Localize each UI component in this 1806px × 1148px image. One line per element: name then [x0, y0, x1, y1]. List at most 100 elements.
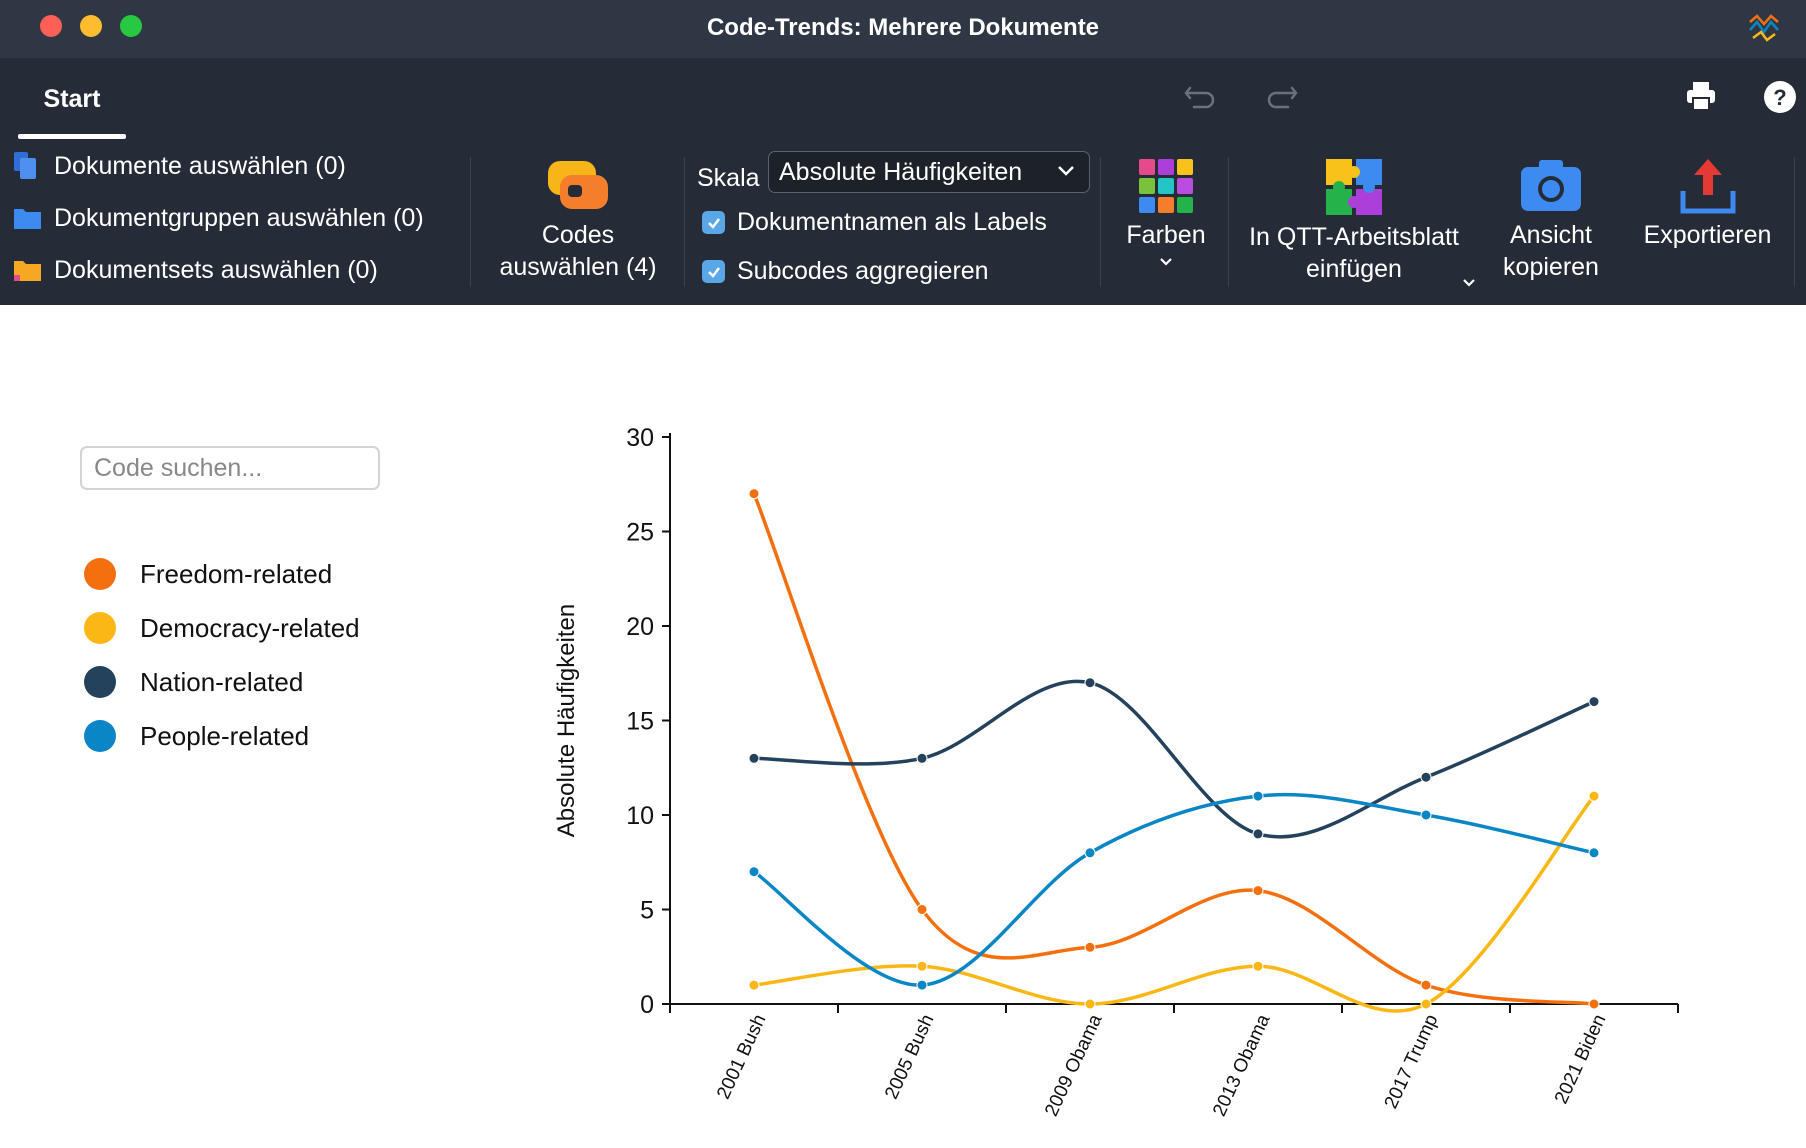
export-upload-icon — [1680, 159, 1735, 214]
svg-text:?: ? — [1773, 85, 1786, 110]
data-point — [748, 979, 760, 991]
tab-start[interactable]: Start — [18, 58, 126, 139]
app-logo-icon — [1749, 14, 1779, 42]
data-point — [1420, 771, 1432, 783]
data-point — [1252, 885, 1264, 897]
separator — [1228, 157, 1229, 287]
documents-icon — [14, 152, 36, 179]
tab-bar: Start ? — [0, 58, 1806, 140]
color-palette-icon — [1139, 159, 1193, 213]
code-search-input[interactable] — [80, 446, 380, 490]
x-tick-label: 2005 Bush — [881, 1011, 938, 1102]
y-tick-label: 20 — [626, 613, 654, 641]
data-point — [1588, 847, 1600, 859]
data-point — [1420, 998, 1432, 1010]
redo-icon[interactable] — [1264, 80, 1298, 110]
aggregate-subcodes-checkbox[interactable]: Subcodes aggregieren — [702, 257, 989, 286]
select-document-sets-button[interactable]: Dokumentsets auswählen (0) — [12, 255, 378, 285]
legend-label: Freedom-related — [140, 558, 333, 589]
data-point — [1084, 998, 1096, 1010]
legend-label: Democracy-related — [140, 612, 360, 643]
main-content: Freedom-related Democracy-related Nation… — [0, 305, 1806, 1148]
document-names-as-labels-checkbox[interactable]: Dokumentnamen als Labels — [702, 208, 1047, 237]
select-codes-label-2: auswählen (4) — [499, 253, 657, 281]
y-tick-label: 0 — [640, 991, 654, 1019]
series-line-people-related — [753, 792, 1595, 987]
data-point — [1420, 979, 1432, 991]
document-set-folder-icon — [14, 261, 41, 281]
insert-qtt-worksheet-button[interactable]: In QTT-Arbeitsblatt einfügen — [1236, 157, 1472, 285]
select-document-groups-button[interactable]: Dokumentgruppen auswählen (0) — [12, 203, 424, 233]
copy-view-label-2: kopieren — [1503, 253, 1599, 281]
copy-view-button[interactable]: Ansicht kopieren — [1486, 157, 1616, 283]
aggregate-subcodes-label: Subcodes aggregieren — [737, 257, 989, 285]
y-tick-label: 15 — [626, 708, 654, 736]
folder-icon — [14, 209, 41, 229]
select-documents-button[interactable]: Dokumente auswählen (0) — [12, 151, 346, 181]
title-bar: Code-Trends: Mehrere Dokumente — [0, 0, 1806, 58]
y-tick-label: 30 — [626, 424, 654, 452]
ribbon-toolbar: Dokumente auswählen (0) Dokumentgruppen … — [0, 139, 1806, 305]
separator — [1794, 157, 1795, 287]
scale-label: Skala — [697, 164, 760, 192]
series-line-nation-related — [753, 679, 1595, 839]
copy-view-label-1: Ansicht — [1510, 221, 1592, 249]
select-codes-button[interactable]: Codes auswählen (4) — [486, 157, 670, 283]
x-tick-label: 2017 Trump — [1381, 1011, 1443, 1112]
data-point — [1084, 677, 1096, 689]
legend-item-democracy[interactable]: Democracy-related — [84, 612, 360, 644]
minimize-window-button[interactable] — [80, 15, 102, 37]
document-names-as-labels-label: Dokumentnamen als Labels — [737, 208, 1047, 236]
data-point — [1084, 941, 1096, 953]
select-codes-label-1: Codes — [541, 221, 615, 249]
y-tick-label: 5 — [640, 897, 654, 925]
data-point — [1420, 809, 1432, 821]
select-documents-label: Dokumente auswählen (0) — [54, 151, 346, 180]
data-point — [748, 866, 760, 878]
close-window-button[interactable] — [40, 15, 62, 37]
puzzle-icon — [1326, 159, 1382, 215]
maximize-window-button[interactable] — [120, 15, 142, 37]
series-line-democracy-related — [753, 795, 1596, 1013]
insert-qtt-label-2: einfügen — [1306, 255, 1402, 283]
data-point — [1588, 998, 1600, 1010]
chevron-down-icon — [1058, 166, 1074, 176]
series-line-freedom-related — [752, 493, 1595, 1006]
insert-qtt-label-1: In QTT-Arbeitsblatt — [1249, 223, 1459, 251]
select-document-groups-label: Dokumentgruppen auswählen (0) — [54, 203, 424, 232]
print-icon[interactable] — [1684, 80, 1718, 112]
colors-button[interactable]: Farben — [1112, 157, 1220, 269]
chevron-down-icon — [1160, 258, 1172, 266]
x-tick-label: 2009 Obama — [1041, 1011, 1107, 1120]
y-axis-label: Absolute Häufigkeiten — [553, 604, 580, 837]
scale-select-value: Absolute Häufigkeiten — [779, 158, 1023, 186]
scale-select[interactable]: Absolute Häufigkeiten — [768, 151, 1090, 193]
data-point — [1252, 960, 1264, 972]
legend-color-dot — [84, 612, 116, 644]
undo-icon[interactable] — [1184, 80, 1218, 110]
export-button[interactable]: Exportieren — [1630, 157, 1785, 251]
x-tick-label: 2001 Bush — [713, 1011, 770, 1102]
checkbox-checked-icon — [702, 260, 725, 283]
legend-item-nation[interactable]: Nation-related — [84, 666, 303, 698]
legend-item-people[interactable]: People-related — [84, 720, 309, 752]
data-point — [1252, 790, 1264, 802]
data-point — [916, 904, 928, 915]
help-icon[interactable]: ? — [1763, 80, 1797, 114]
legend-item-freedom[interactable]: Freedom-related — [84, 558, 332, 590]
data-point — [916, 979, 928, 991]
window-title: Code-Trends: Mehrere Dokumente — [706, 14, 1100, 41]
legend-color-dot — [84, 720, 116, 752]
data-point — [1588, 696, 1600, 708]
checkbox-checked-icon — [702, 211, 725, 234]
x-tick-label: 2013 Obama — [1209, 1011, 1275, 1120]
separator — [684, 157, 685, 287]
legend-label: People-related — [140, 720, 310, 751]
export-label: Exportieren — [1643, 221, 1772, 249]
chevron-down-icon[interactable] — [1462, 276, 1476, 290]
y-tick-label: 25 — [626, 519, 654, 547]
legend-label: Nation-related — [140, 666, 304, 697]
line-chart: 0 5 10 15 20 25 30 2001 Bush 2005 Bush 2009 Obama… — [553, 424, 1679, 1120]
data-point — [1252, 828, 1264, 840]
